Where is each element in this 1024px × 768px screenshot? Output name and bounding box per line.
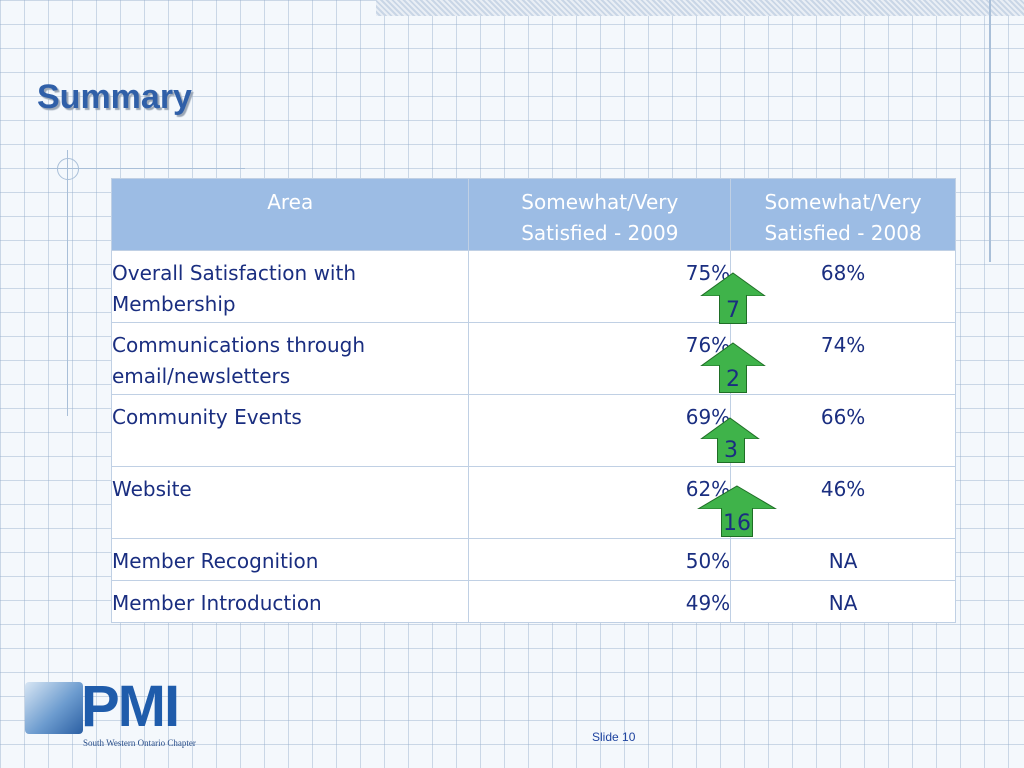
cell-satisfied-2008: 46%	[730, 466, 956, 539]
increase-arrow-icon: 16	[697, 485, 777, 537]
cell-satisfied-2008: NA	[730, 538, 956, 581]
pmi-logo-mark-icon	[25, 682, 83, 734]
table-row: Website 62% 46%	[110, 466, 956, 539]
cell-satisfied-2009: 69%	[468, 394, 732, 467]
top-decorative-band	[376, 0, 1024, 16]
slide-number: Slide 10	[592, 730, 636, 744]
right-decorative-line	[989, 0, 991, 262]
cell-area: Website	[110, 466, 470, 539]
pmi-logo: PMI South Western Ontario Chapter	[25, 674, 220, 754]
cell-satisfied-2008: 68%	[730, 250, 956, 323]
cell-area: Member Recognition	[110, 538, 470, 581]
left-decorative-line	[67, 150, 68, 416]
slide-title: Summary	[37, 78, 192, 116]
cell-area: Communications through email/newsletters	[110, 322, 470, 395]
cell-satisfied-2008: 74%	[730, 322, 956, 395]
table-row: Community Events 69% 66%	[110, 394, 956, 467]
header-satisfied-2009: Somewhat/Very Satisfied - 2009	[468, 178, 732, 251]
table-row: Overall Satisfaction with Membership 75%…	[110, 250, 956, 323]
table-header-row: Area Somewhat/Very Satisfied - 2009 Some…	[110, 178, 956, 251]
cell-satisfied-2008: 66%	[730, 394, 956, 467]
cell-satisfied-2008: NA	[730, 580, 956, 623]
pmi-logo-subtitle: South Western Ontario Chapter	[83, 738, 196, 748]
cell-satisfied-2009: 76%	[468, 322, 732, 395]
increase-value: 7	[719, 295, 747, 324]
increase-value: 3	[717, 438, 745, 463]
increase-value: 16	[721, 508, 753, 537]
cell-satisfied-2009: 49%	[468, 580, 732, 623]
increase-arrow-icon: 3	[700, 417, 760, 463]
cell-area: Overall Satisfaction with Membership	[110, 250, 470, 323]
summary-table: Area Somewhat/Very Satisfied - 2009 Some…	[110, 178, 956, 623]
header-area: Area	[110, 178, 470, 251]
cell-satisfied-2009: 62%	[468, 466, 732, 539]
cell-satisfied-2009: 75%	[468, 250, 732, 323]
pmi-logo-letters: PMI	[81, 674, 180, 739]
increase-arrow-icon: 7	[700, 272, 766, 324]
table-row: Communications through email/newsletters…	[110, 322, 956, 395]
cell-area: Community Events	[110, 394, 470, 467]
cell-satisfied-2009: 50%	[468, 538, 732, 581]
table-row: Member Recognition 50% NA	[110, 538, 956, 581]
table-row: Member Introduction 49% NA	[110, 580, 956, 623]
header-satisfied-2008: Somewhat/Very Satisfied - 2008	[730, 178, 956, 251]
title-underline	[47, 168, 245, 169]
crosshair-ornament	[57, 158, 79, 180]
increase-value: 2	[719, 365, 747, 393]
increase-arrow-icon: 2	[700, 342, 766, 393]
cell-area: Member Introduction	[110, 580, 470, 623]
